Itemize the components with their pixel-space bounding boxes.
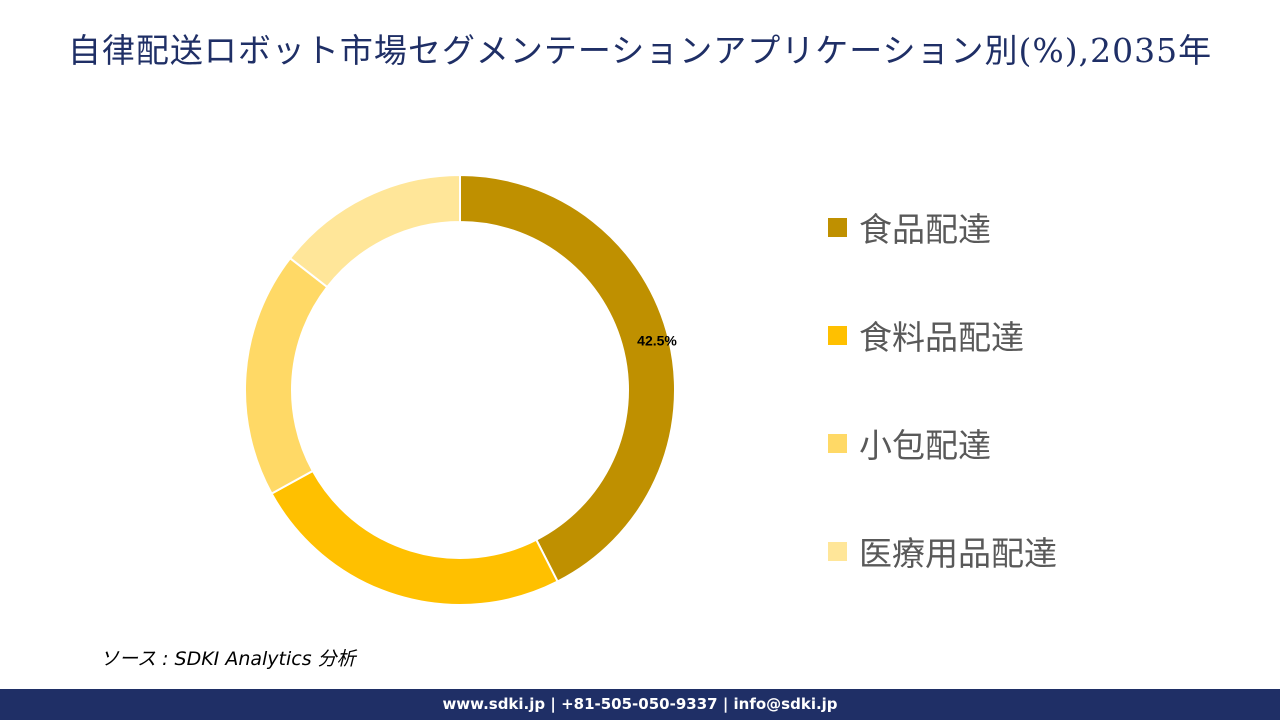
footer-phone-link[interactable]: +81-505-050-9337 (561, 695, 718, 713)
legend-swatch (828, 433, 847, 453)
legend-swatch (828, 217, 847, 237)
footer-website-link[interactable]: www.sdki.jp (442, 695, 546, 713)
footer-bar: www.sdki.jp | +81-505-050-9337 | info@sd… (0, 689, 1280, 720)
legend-item-grocery-delivery: 食料品配達 (828, 308, 1268, 362)
donut-slice-2 (270, 469, 559, 606)
chart-legend: 食品配達 食料品配達 小包配達 医療用品配達 (828, 200, 1268, 632)
legend-label: 医療用品配達 (859, 534, 1057, 573)
legend-item-food-delivery: 食品配達 (828, 200, 1268, 254)
legend-label: 小包配達 (859, 426, 991, 465)
donut-chart: 42.5% (244, 173, 677, 606)
legend-swatch (828, 325, 847, 345)
donut-slice-3 (244, 256, 329, 495)
source-note: ソース : SDKI Analytics 分析 (100, 648, 356, 670)
donut-slice-1 (459, 173, 676, 583)
legend-item-medical-supplies-delivery: 医療用品配達 (828, 524, 1268, 578)
donut-slice-4 (288, 173, 461, 289)
footer-email-link[interactable]: info@sdki.jp (733, 695, 838, 713)
legend-swatch (828, 541, 847, 561)
legend-label: 食料品配達 (859, 318, 1024, 357)
footer-separator: | (722, 695, 729, 713)
legend-item-parcel-delivery: 小包配達 (828, 416, 1268, 470)
data-label-1: 42.5% (637, 333, 677, 349)
footer-separator: | (550, 695, 556, 713)
legend-label: 食品配達 (859, 210, 991, 249)
chart-title: 自律配送ロボット市場セグメンテーションアプリケーション別(%),2035年 (67, 31, 1213, 70)
